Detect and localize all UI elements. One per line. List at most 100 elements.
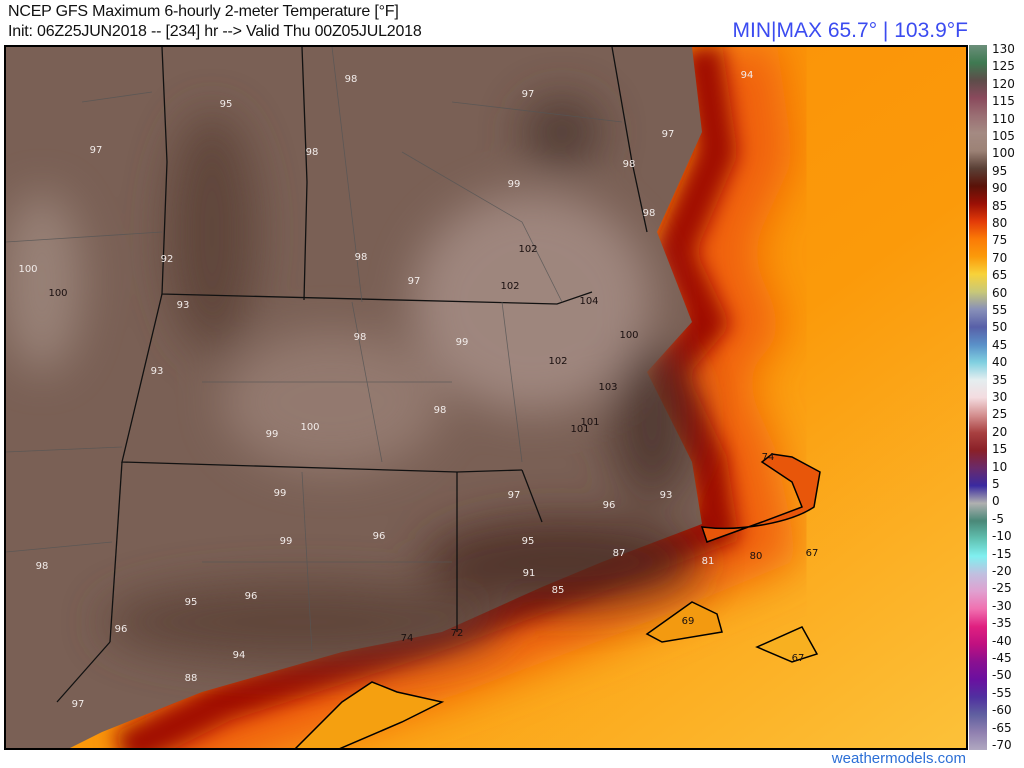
colorbar-tick-label: 40 xyxy=(992,355,1008,370)
long-island xyxy=(294,681,445,748)
temperature-value-label: 97 xyxy=(72,699,85,710)
colorbar-tick-label: -50 xyxy=(992,668,1012,683)
temperature-value-label: 93 xyxy=(151,366,164,377)
temperature-value-label: 96 xyxy=(373,531,386,542)
colorbar-tick-label: 95 xyxy=(992,163,1008,178)
temperature-value-label: 96 xyxy=(245,591,258,602)
temperature-value-label: 69 xyxy=(682,616,695,627)
temperature-value-label: 103 xyxy=(598,382,617,393)
temperature-value-label: 102 xyxy=(500,281,519,292)
value-labels: 95 97 98 98 97 94 97 98 99 98 92 100 100 98 97 102 102 10… xyxy=(18,70,818,710)
colorbar-tick-label: 20 xyxy=(992,424,1008,439)
colorbar-tick-label: 105 xyxy=(992,129,1015,143)
temperature-value-label: 99 xyxy=(456,337,469,348)
temperature-value-label: 97 xyxy=(90,145,103,156)
temperature-value-label: 102 xyxy=(518,244,537,255)
marthas-vineyard xyxy=(645,601,723,643)
temperature-value-label: 98 xyxy=(623,159,636,170)
colorbar-tick-label: 65 xyxy=(992,268,1008,283)
temperature-value-label: 85 xyxy=(552,585,565,596)
colorbar-tick-label: -55 xyxy=(992,685,1012,700)
land-shading xyxy=(6,97,702,662)
temperature-value-label: 97 xyxy=(662,129,675,140)
temperature-value-label: 98 xyxy=(643,208,656,219)
temperature-value-label: 100 xyxy=(619,330,638,341)
colorbar-tick-label: 120 xyxy=(992,76,1015,91)
temperature-value-label: 98 xyxy=(36,561,49,572)
colorbar-tick-label: -5 xyxy=(992,511,1004,526)
temperature-value-label: 74 xyxy=(762,452,775,463)
temperature-value-label: 94 xyxy=(741,70,754,81)
temperature-value-label: 97 xyxy=(508,490,521,501)
temperature-value-label: 91 xyxy=(523,568,536,579)
temperature-value-label: 100 xyxy=(18,264,37,275)
colorbar-tick-label: 30 xyxy=(992,390,1008,404)
colorbar-tick-label: -60 xyxy=(992,703,1012,718)
temperature-value-label: 92 xyxy=(161,254,174,265)
temperature-value-label: 97 xyxy=(408,276,421,287)
map-title: NCEP GFS Maximum 6-hourly 2-meter Temper… xyxy=(8,3,399,20)
temperature-value-label: 81 xyxy=(702,556,715,567)
temperature-value-label: 67 xyxy=(806,548,819,559)
colorbar-tick-label: -40 xyxy=(992,633,1012,648)
colorbar-tick-label: -30 xyxy=(992,598,1012,613)
temperature-value-label: 100 xyxy=(48,288,67,299)
colorbar-tick-label: 15 xyxy=(992,442,1008,457)
colorbar-tick-label: -20 xyxy=(992,564,1012,578)
colorbar-tick-label: -10 xyxy=(992,529,1012,544)
temperature-value-label: 98 xyxy=(355,252,368,263)
nantucket xyxy=(755,626,819,663)
temperature-value-label: 95 xyxy=(220,99,233,110)
temperature-value-label: 87 xyxy=(613,548,626,559)
temperature-value-label: 88 xyxy=(185,673,198,684)
temperature-value-label: 99 xyxy=(508,179,521,190)
colorbar-tick-label: 45 xyxy=(992,337,1008,352)
temperature-value-label: 99 xyxy=(274,488,287,499)
state-borders xyxy=(56,47,648,703)
colorbar-tick-label: -65 xyxy=(992,720,1012,735)
temperature-value-label: 74 xyxy=(401,633,414,644)
colorbar-tick-label: 10 xyxy=(992,459,1008,474)
footer-credit[interactable]: weathermodels.com xyxy=(831,750,966,767)
colorbar-tick-label: -15 xyxy=(992,546,1012,561)
temperature-value-label: 97 xyxy=(522,89,535,100)
colorbar-tick-label: -25 xyxy=(992,581,1012,596)
min-max-readout: MIN|MAX 65.7° | 103.9°F xyxy=(732,19,968,42)
colorbar-tick-label: 55 xyxy=(992,303,1008,317)
colorbar-tick-label: 100 xyxy=(992,146,1015,161)
colorbar-tick-label: 80 xyxy=(992,216,1008,230)
temperature-value-label: 101 xyxy=(570,424,589,435)
temperature-value-label: 96 xyxy=(603,500,616,511)
cape-cod xyxy=(700,453,821,543)
temperature-value-label: 80 xyxy=(750,551,763,562)
temperature-value-label: 99 xyxy=(266,429,279,440)
temperature-value-label: 98 xyxy=(306,147,319,158)
colorbar-tick-label: 85 xyxy=(992,198,1008,213)
temperature-value-label: 67 xyxy=(792,653,805,664)
temperature-value-label: 104 xyxy=(579,296,598,307)
temperature-value-label: 100 xyxy=(300,422,319,433)
temperature-value-label: 96 xyxy=(115,624,128,635)
colorbar xyxy=(969,45,987,750)
temperature-value-label: 72 xyxy=(451,628,464,639)
colorbar-tick-label: 5 xyxy=(992,477,1000,491)
colorbar-tick-label: 110 xyxy=(992,111,1015,126)
temperature-value-label: 95 xyxy=(185,597,198,608)
temperature-value-label: 95 xyxy=(522,536,535,547)
temperature-value-label: 93 xyxy=(660,490,673,501)
colorbar-tick-label: 90 xyxy=(992,181,1008,196)
temperature-value-label: 93 xyxy=(177,300,190,311)
colorbar-tick-label: 75 xyxy=(992,233,1008,248)
temperature-value-label: 94 xyxy=(233,650,246,661)
temperature-value-label: 98 xyxy=(434,405,447,416)
temperature-map: 95 97 98 98 97 94 97 98 99 98 92 100 100 98 97 102 102 10… xyxy=(4,45,968,750)
temperature-value-label: 98 xyxy=(354,332,367,343)
colorbar-tick-label: 60 xyxy=(992,285,1008,300)
temperature-value-label: 98 xyxy=(345,74,358,85)
colorbar-tick-label: 130 xyxy=(992,42,1015,56)
colorbar-tick-label: 70 xyxy=(992,250,1008,265)
colorbar-tick-label: 0 xyxy=(992,494,1000,509)
colorbar-tick-label: 50 xyxy=(992,320,1008,335)
colorbar-tick-label: -35 xyxy=(992,616,1012,631)
temperature-value-label: 102 xyxy=(548,356,567,367)
